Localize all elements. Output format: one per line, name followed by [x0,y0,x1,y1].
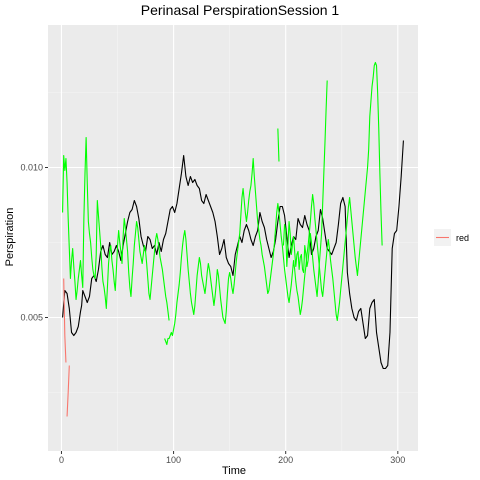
legend-label: red [456,233,469,243]
x-tick-label: 0 [59,455,64,465]
x-axis: 0 100 200 300 [59,451,405,465]
legend: red [434,229,469,246]
y-axis-title: Perspiration [4,208,16,267]
x-tick-label: 300 [390,455,405,465]
y-tick-label: 0.010 [20,163,43,173]
plot-panel [48,25,418,451]
y-axis: 0.005 0.010 [20,163,48,323]
y-tick-label: 0.005 [20,313,43,323]
series-1-segment-1 [164,61,383,346]
series-1-segment-2 [277,128,280,162]
series-1-segment-3 [282,80,328,298]
x-tick-label: 200 [278,455,293,465]
series-layer [62,61,404,417]
x-tick-label: 100 [166,455,181,465]
series-2-segment-1 [66,365,70,417]
series-1-segment-0 [62,136,170,321]
x-axis-title: Time [222,465,246,477]
series-2-segment-0 [63,278,67,363]
chart-title: Perinasal PerspirationSession 1 [141,2,340,18]
